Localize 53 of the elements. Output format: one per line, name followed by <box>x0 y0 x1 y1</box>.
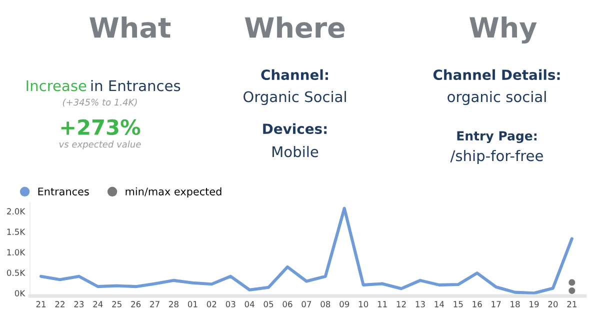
x-tick-label: 01 <box>188 301 198 308</box>
x-tick-label: 07 <box>302 301 312 308</box>
y-tick-label: 2.0K <box>7 208 26 214</box>
y-tick-label: 1.5K <box>7 228 26 235</box>
x-tick-label: 24 <box>93 301 103 308</box>
x-tick-label: 13 <box>416 301 425 308</box>
text: vs expected value <box>59 140 141 150</box>
text: Devices: <box>263 123 327 134</box>
text: Channel: <box>261 69 328 80</box>
x-tick-label: 23 <box>74 301 84 308</box>
x-tick-label: 06 <box>282 301 292 308</box>
text: (+345% to 1.4K) <box>62 98 137 107</box>
line-series <box>39 206 574 295</box>
x-tick-label: 20 <box>548 301 558 308</box>
text: Where <box>244 16 345 38</box>
x-tick-label: 26 <box>131 301 141 308</box>
text: Channel Details: <box>433 69 560 80</box>
x-tick-label: 11 <box>378 301 387 308</box>
x-tick-label: 10 <box>358 301 368 308</box>
text: Mobile <box>272 146 318 158</box>
x-tick-label: 21 <box>36 301 46 308</box>
text: Organic Social <box>244 90 346 106</box>
x-tick-label: 19 <box>530 301 539 308</box>
text: Increase <box>26 80 86 92</box>
text: /ship-for-free <box>450 150 543 164</box>
x-tick-label: 21 <box>567 301 576 308</box>
text: in Entrances <box>91 80 180 92</box>
x-tick-label: 02 <box>206 301 216 308</box>
legend-label: Entrances <box>38 188 89 196</box>
legend-label: min/max expected <box>126 187 222 198</box>
text: +273% <box>61 119 140 136</box>
x-tick-label: 27 <box>150 301 160 308</box>
x-tick-label: 15 <box>454 301 463 308</box>
x-tick-label: 05 <box>264 301 274 308</box>
x-tick-label: 08 <box>320 301 330 308</box>
text: organic social <box>448 90 546 106</box>
x-tick-label: 12 <box>396 301 406 308</box>
text: What <box>90 16 171 38</box>
y-tick-label: 0K <box>14 290 26 296</box>
x-tick-label: 28 <box>169 301 178 308</box>
x-tick-label: 17 <box>492 301 501 308</box>
x-tick-label: 22 <box>55 301 64 308</box>
x-tick-label: 14 <box>434 301 444 308</box>
text: Entry Page: <box>457 131 536 144</box>
x-tick-label: 09 <box>340 301 350 308</box>
x-tick-label: 16 <box>472 301 482 308</box>
y-tick-label: 0.5K <box>6 270 26 276</box>
x-tick-label: 18 <box>510 301 520 308</box>
x-tick-label: 04 <box>244 301 254 308</box>
y-tick-label: 1.0K <box>7 249 26 256</box>
x-tick-label: 03 <box>226 301 236 308</box>
text: Why <box>470 16 537 44</box>
x-tick-label: 25 <box>112 301 122 308</box>
